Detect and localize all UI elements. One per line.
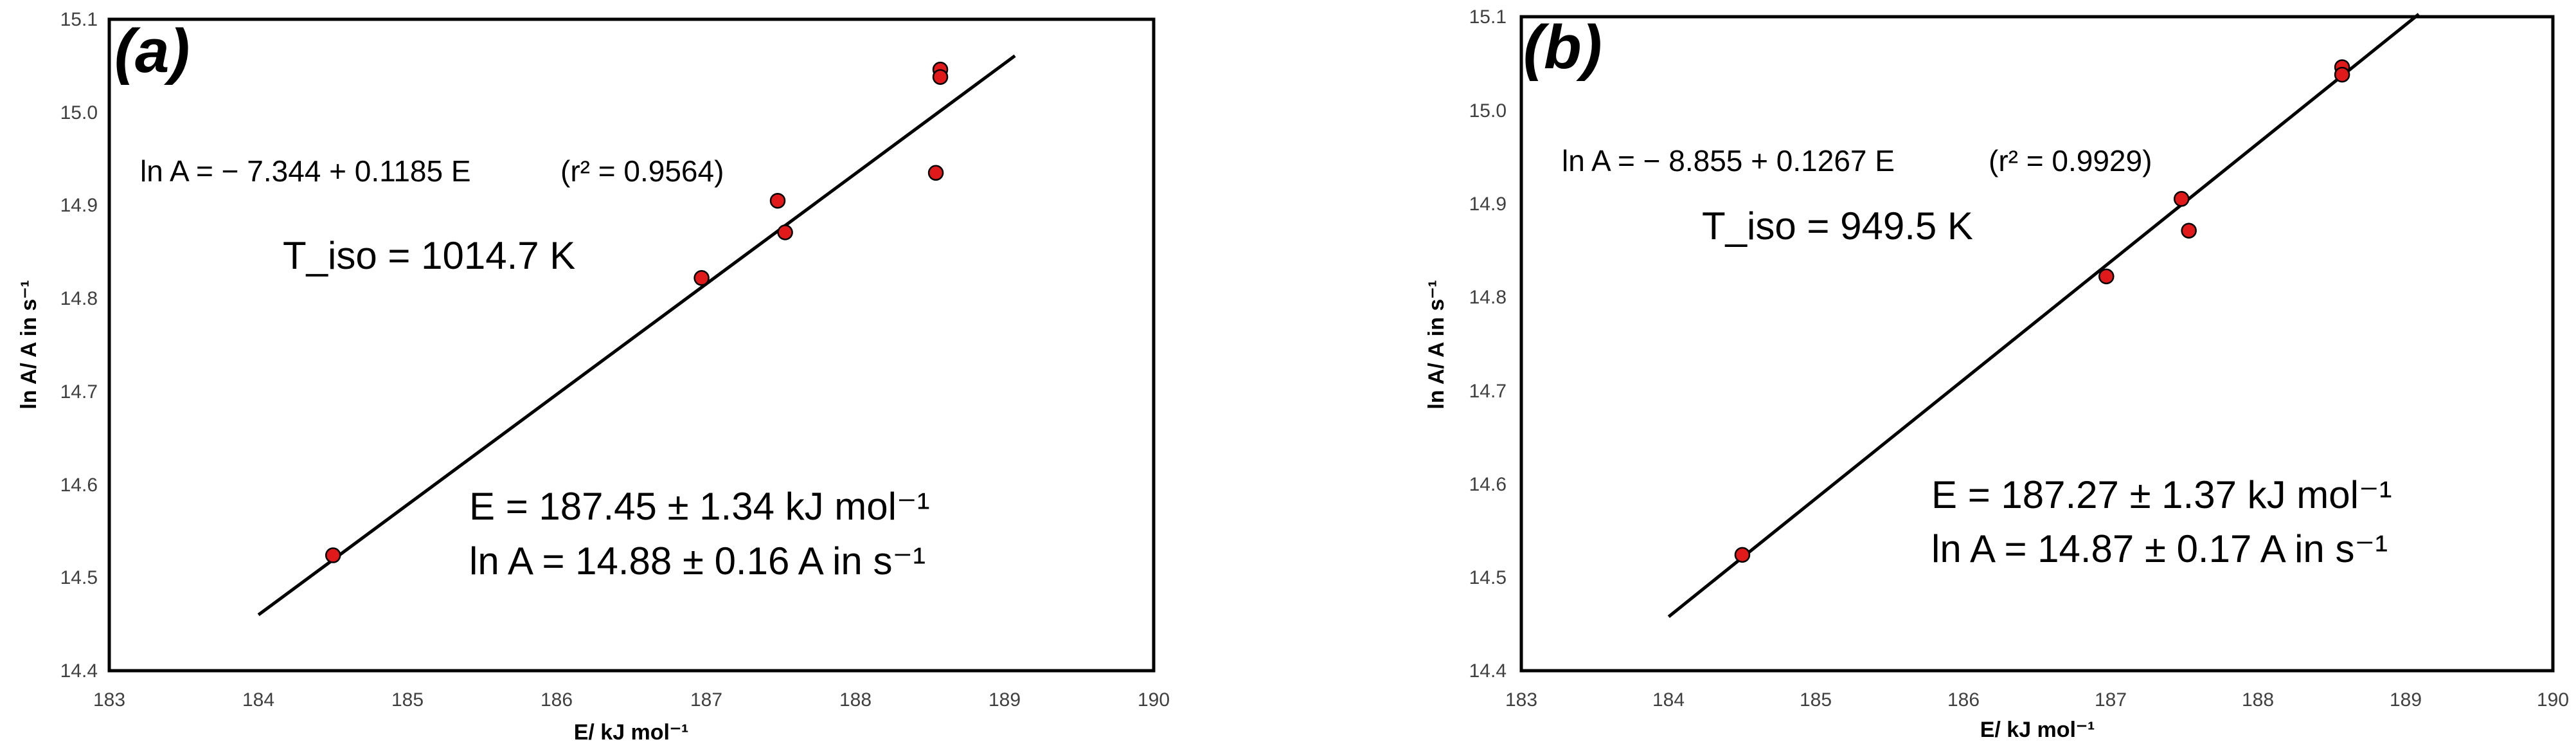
data-point xyxy=(1734,547,1751,563)
x-tick-label: 186 xyxy=(1947,689,1980,711)
y-tick-label: 14.5 xyxy=(1469,567,1507,588)
fit-equation: ln A = − 7.344 + 0.1185 E xyxy=(140,154,471,188)
data-point xyxy=(693,270,710,286)
x-tick-label: 184 xyxy=(1652,689,1685,711)
result-energy: E = 187.45 ± 1.34 kJ mol⁻¹ xyxy=(469,485,930,528)
x-tick-label: 189 xyxy=(988,689,1021,711)
x-tick-label: 186 xyxy=(541,689,573,711)
y-tick-labels: 14.4 14.5 14.6 14.7 14.8 14.9 15.0 15.1 xyxy=(60,9,98,682)
x-tick-label: 190 xyxy=(2537,689,2569,711)
x-tick-label: 185 xyxy=(1800,689,1832,711)
x-tick-label: 187 xyxy=(690,689,722,711)
data-points xyxy=(1734,59,2350,563)
data-point xyxy=(2098,268,2115,285)
regression-line xyxy=(1667,13,2420,618)
y-tick-label: 14.4 xyxy=(1469,660,1507,682)
x-tick-label: 188 xyxy=(839,689,872,711)
y-tick-label: 15.0 xyxy=(60,102,98,123)
fit-equation: ln A = − 8.855 + 0.1267 E xyxy=(1562,144,1895,177)
plot-frame xyxy=(107,17,1156,673)
data-point xyxy=(2173,191,2190,207)
x-tick-label: 188 xyxy=(2242,689,2274,711)
x-tick-label: 190 xyxy=(1138,689,1170,711)
x-tick-labels: 183 184 185 186 187 188 189 190 xyxy=(93,689,1170,711)
isokinetic-temperature: T_iso = 1014.7 K xyxy=(283,234,575,277)
panel-b: (b) 14.4 14.5 14.6 14.7 14.8 14.9 15.0 1… xyxy=(1424,6,2569,742)
result-energy: E = 187.27 ± 1.37 kJ mol⁻¹ xyxy=(1931,473,2392,516)
data-points xyxy=(325,61,949,563)
y-tick-label: 14.8 xyxy=(1469,287,1507,308)
x-tick-labels: 183 184 185 186 187 188 189 190 xyxy=(1505,689,2569,711)
y-tick-label: 15.0 xyxy=(1469,100,1507,122)
panel-a: (a) 14.4 14.5 14.6 14.7 14.8 14.9 15.0 1… xyxy=(17,9,1170,745)
data-point xyxy=(2181,222,2197,239)
x-tick-label: 187 xyxy=(2095,689,2127,711)
data-point xyxy=(769,192,786,209)
data-point xyxy=(927,165,944,181)
x-tick-label: 184 xyxy=(242,689,274,711)
y-axis-title: ln A/ A in s⁻¹ xyxy=(1424,280,1449,409)
fit-r2: (r² = 0.9929) xyxy=(1989,144,2152,177)
isokinetic-temperature: T_iso = 949.5 K xyxy=(1702,204,1973,248)
y-axis-title: ln A/ A in s⁻¹ xyxy=(17,280,41,409)
y-tick-label: 14.7 xyxy=(60,381,98,403)
y-tick-label: 14.9 xyxy=(60,195,98,216)
data-point xyxy=(325,547,341,563)
x-tick-label: 185 xyxy=(391,689,424,711)
x-axis-title: E/ kJ mol⁻¹ xyxy=(1980,718,2095,742)
x-tick-label: 183 xyxy=(1505,689,1537,711)
y-tick-label: 14.9 xyxy=(1469,194,1507,215)
data-point xyxy=(777,224,793,240)
data-point xyxy=(932,69,949,85)
panel-label: (a) xyxy=(114,17,190,86)
plot-frame xyxy=(1519,15,2555,673)
result-lnA: ln A = 14.87 ± 0.17 A in s⁻¹ xyxy=(1931,527,2388,570)
x-tick-label: 189 xyxy=(2390,689,2422,711)
data-point xyxy=(2334,66,2350,83)
x-axis-title: E/ kJ mol⁻¹ xyxy=(574,720,689,745)
panel-label: (b) xyxy=(1523,13,1602,82)
y-tick-label: 14.6 xyxy=(60,475,98,496)
y-tick-label: 14.4 xyxy=(60,660,98,682)
y-tick-labels: 14.4 14.5 14.6 14.7 14.8 14.9 15.0 15.1 xyxy=(1469,6,1507,682)
regression-line xyxy=(257,54,1016,617)
y-tick-label: 15.1 xyxy=(60,9,98,30)
y-tick-label: 14.5 xyxy=(60,567,98,588)
fit-r2: (r² = 0.9564) xyxy=(560,154,724,188)
y-tick-label: 14.7 xyxy=(1469,381,1507,402)
y-tick-label: 15.1 xyxy=(1469,6,1507,28)
y-tick-label: 14.8 xyxy=(60,288,98,309)
x-tick-label: 183 xyxy=(93,689,125,711)
result-lnA: ln A = 14.88 ± 0.16 A in s⁻¹ xyxy=(469,540,926,583)
y-tick-label: 14.6 xyxy=(1469,474,1507,495)
